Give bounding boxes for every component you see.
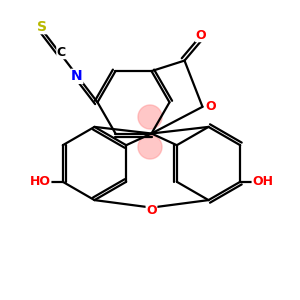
Text: C: C [57, 46, 66, 59]
Circle shape [138, 105, 162, 129]
Text: O: O [146, 204, 157, 217]
Text: O: O [196, 28, 206, 42]
Text: S: S [37, 20, 47, 34]
Text: OH: OH [252, 175, 273, 188]
Text: HO: HO [30, 175, 51, 188]
Text: O: O [206, 100, 216, 113]
Text: N: N [71, 69, 83, 83]
Circle shape [138, 135, 162, 159]
